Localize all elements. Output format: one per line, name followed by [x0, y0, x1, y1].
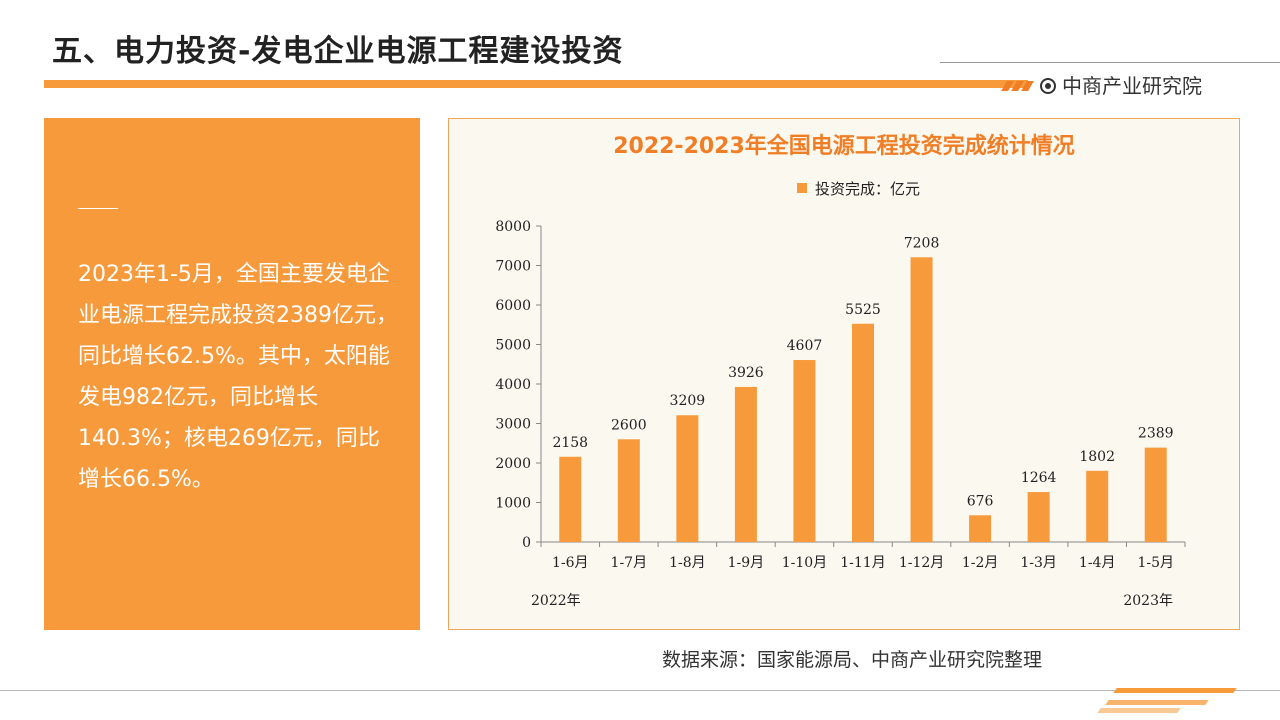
x-tick-label: 1-10月 — [782, 555, 827, 571]
page-title: 五、电力投资-发电企业电源工程建设投资 — [52, 34, 624, 69]
legend-label: 投资完成：亿元 — [815, 180, 920, 198]
y-tick-label: 7000 — [495, 259, 531, 275]
chart-title: 2022-2023年全国电源工程投资完成统计情况 — [613, 133, 1075, 159]
x-tick-label: 1-2月 — [962, 555, 999, 571]
brand-stripes-decoration — [1001, 76, 1034, 95]
footer-line — [0, 690, 1280, 691]
legend-swatch — [797, 183, 807, 193]
bar — [969, 515, 992, 542]
x-tick-label: 1-12月 — [899, 555, 944, 571]
bar — [617, 439, 640, 542]
y-tick-label: 5000 — [495, 338, 531, 354]
bar-value-label: 3209 — [670, 393, 706, 409]
bar-value-label: 2389 — [1138, 426, 1174, 442]
header-thin-line — [940, 62, 1280, 63]
chart-container: 2022-2023年全国电源工程投资完成统计情况投资完成：亿元 0 1000 2000… — [448, 118, 1240, 630]
y-tick-label: 3000 — [495, 417, 531, 433]
bar — [676, 415, 699, 542]
y-tick-label: 0 — [522, 535, 531, 551]
year-label-end: 2023年 — [1123, 593, 1173, 609]
summary-panel: 2023年1-5月，全国主要发电企业电源工程完成投资2389亿元，同比增长62.… — [44, 118, 420, 630]
bar-value-label: 4607 — [787, 338, 823, 354]
y-tick-label: 8000 — [495, 219, 531, 235]
bar-value-label: 676 — [967, 493, 994, 509]
bar-value-label: 5525 — [845, 302, 881, 318]
x-tick-label: 1-8月 — [669, 555, 706, 571]
bar — [1027, 492, 1050, 542]
footer-stripes-decoration — [1097, 678, 1237, 713]
bar-value-label: 1802 — [1079, 449, 1115, 465]
x-tick-label: 1-7月 — [611, 555, 648, 571]
bar — [852, 323, 874, 542]
bar — [1144, 447, 1167, 542]
y-tick-label: 1000 — [495, 496, 531, 512]
bar — [559, 456, 582, 542]
brand-logo-icon — [1040, 77, 1056, 94]
y-tick-label: 4000 — [495, 377, 531, 393]
bar-value-label: 7208 — [904, 235, 940, 251]
summary-text: 2023年1-5月，全国主要发电企业电源工程完成投资2389亿元，同比增长62.… — [78, 262, 398, 492]
bar-value-label: 3926 — [728, 365, 764, 381]
bar — [1086, 470, 1109, 542]
bar — [793, 360, 816, 542]
brand-label: 中商产业研究院 — [1040, 70, 1202, 99]
header-accent-bar — [44, 80, 1028, 88]
bar-value-label: 2158 — [552, 435, 588, 451]
bar-value-label: 1264 — [1021, 470, 1057, 486]
year-label-start: 2022年 — [531, 593, 581, 609]
y-tick-label: 2000 — [495, 456, 531, 472]
summary-divider — [78, 208, 118, 209]
x-tick-label: 1-3月 — [1020, 555, 1057, 571]
y-tick-label: 6000 — [495, 298, 531, 314]
x-tick-label: 1-6月 — [552, 555, 589, 571]
data-source-note: 数据来源：国家能源局、中商产业研究院整理 — [662, 649, 1043, 671]
brand-name: 中商产业研究院 — [1062, 74, 1202, 98]
x-tick-label: 1-5月 — [1137, 555, 1174, 571]
bar — [734, 386, 757, 542]
bar — [910, 257, 933, 542]
bar-value-label: 2600 — [611, 417, 647, 433]
x-tick-label: 1-9月 — [728, 555, 765, 571]
x-tick-label: 1-11月 — [840, 555, 885, 571]
x-tick-label: 1-4月 — [1079, 555, 1116, 571]
